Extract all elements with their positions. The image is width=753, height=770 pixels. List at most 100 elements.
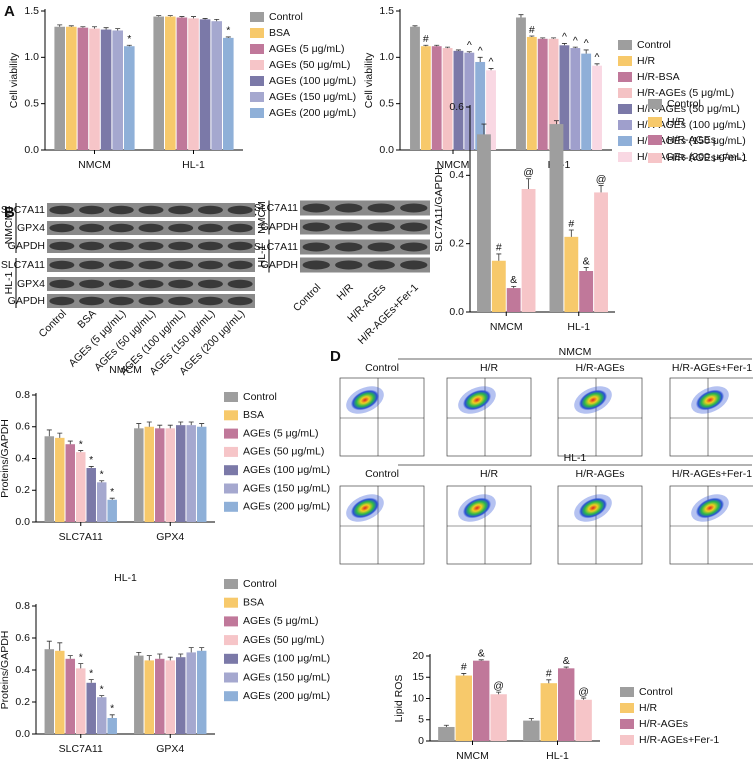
y-axis-label: Lipid ROS — [393, 675, 405, 723]
blot-band — [335, 260, 363, 270]
blot-band — [227, 241, 253, 251]
bar — [442, 48, 453, 150]
legend-swatch — [224, 428, 238, 439]
error-bar — [551, 37, 557, 39]
flow-group-label: NMCM — [559, 346, 592, 358]
error-bar — [488, 68, 494, 71]
flow-cloud — [695, 497, 725, 519]
blot-row-label: GAPDH — [8, 295, 45, 307]
bar — [55, 437, 65, 522]
bar — [144, 660, 155, 734]
blot-row-label: GAPDH — [261, 259, 298, 271]
blot-band — [227, 223, 253, 233]
blot-band — [227, 260, 253, 270]
error-bar — [46, 640, 52, 650]
significance-marker: # — [546, 668, 552, 680]
bar — [65, 658, 76, 734]
bar — [44, 649, 55, 734]
legend-label: H/R-AGEs (5 μg/mL) — [637, 87, 734, 99]
legend-label: H/R-AGEs — [667, 134, 716, 146]
legend-swatch — [648, 99, 662, 109]
significance-marker: @ — [578, 686, 589, 698]
blot-band — [197, 260, 223, 270]
error-bar — [199, 647, 205, 651]
bar — [112, 30, 123, 150]
bar — [491, 260, 506, 312]
blot-row-label: SLC7A11 — [1, 204, 45, 216]
blot-band — [197, 223, 223, 233]
legend-swatch — [620, 719, 634, 729]
legend-label: AGEs (50 μg/mL) — [269, 59, 350, 71]
significance-marker: # — [496, 242, 502, 254]
bar — [570, 48, 581, 150]
error-bar — [99, 480, 105, 483]
bar — [464, 52, 475, 151]
bar — [165, 16, 176, 151]
blot-band — [400, 203, 428, 213]
error-bar — [99, 695, 105, 698]
flow-column-label: H/R-AGEs — [575, 362, 624, 374]
significance-marker: ^ — [467, 40, 472, 52]
legend-swatch — [224, 579, 238, 589]
legend-label: BSA — [269, 27, 290, 39]
error-bar — [157, 653, 163, 659]
legend-swatch — [618, 152, 632, 162]
flow-column-label: Control — [365, 362, 399, 374]
significance-marker: ^ — [595, 52, 600, 64]
bar — [420, 46, 431, 150]
blot-band — [49, 279, 75, 289]
blot-band — [168, 260, 194, 270]
significance-marker: * — [89, 454, 93, 466]
legend-swatch — [618, 88, 632, 98]
bar — [523, 720, 540, 741]
y-tick-label: 0.6 — [449, 101, 464, 113]
error-bar — [167, 656, 173, 661]
significance-marker: & — [583, 255, 590, 267]
bar — [86, 682, 96, 734]
blot-band — [108, 205, 134, 215]
legend-swatch — [224, 672, 238, 683]
x-tick-label: SLC7A11 — [59, 531, 103, 543]
y-tick-label: 0.0 — [449, 306, 464, 318]
significance-marker: @ — [493, 680, 504, 692]
y-tick-label: 0.5 — [24, 97, 39, 109]
legend-label: AGEs (50 μg/mL) — [243, 446, 324, 458]
y-tick-label: 0 — [418, 735, 424, 747]
x-tick-label: NMCM — [490, 321, 523, 333]
x-tick-label: HL-1 — [182, 159, 205, 171]
blot-column-label: H/R-AGEs+Fer-1 — [356, 281, 421, 346]
error-bar — [481, 123, 487, 135]
bar — [211, 21, 222, 151]
error-bar — [157, 424, 163, 429]
blot-group-label: NMCM — [3, 212, 15, 245]
bar — [559, 45, 570, 150]
error-bar — [202, 18, 208, 20]
bar — [516, 17, 526, 151]
flow-column-label: H/R — [480, 362, 499, 374]
blot-row-label: SLC7A11 — [254, 241, 298, 253]
legend-label: H/R-AGEs (50 μg/mL) — [637, 103, 740, 115]
x-tick-label: GPX4 — [156, 531, 184, 543]
bar — [188, 18, 199, 151]
x-tick-label: HL-1 — [546, 750, 569, 762]
blot-band — [197, 205, 223, 215]
flow-group-label: HL-1 — [564, 452, 587, 464]
flow-cloud — [578, 497, 608, 519]
panel-label: A — [4, 3, 15, 20]
error-bar — [199, 423, 205, 427]
legend-label: Control — [667, 98, 701, 110]
significance-marker: ^ — [478, 45, 483, 57]
legend-label: Control — [243, 578, 277, 590]
error-bar — [179, 16, 185, 18]
legend-swatch — [250, 60, 264, 70]
legend-label: AGEs (50 μg/mL) — [243, 634, 324, 646]
legend-swatch — [224, 446, 238, 457]
blot-band — [49, 241, 75, 251]
blot-band — [168, 205, 194, 215]
blot-band — [400, 242, 428, 252]
blot-row-label: GAPDH — [261, 221, 298, 233]
flow-cloud — [350, 389, 380, 411]
blot-band — [367, 203, 395, 213]
bar — [54, 26, 66, 150]
error-bar — [568, 229, 574, 237]
